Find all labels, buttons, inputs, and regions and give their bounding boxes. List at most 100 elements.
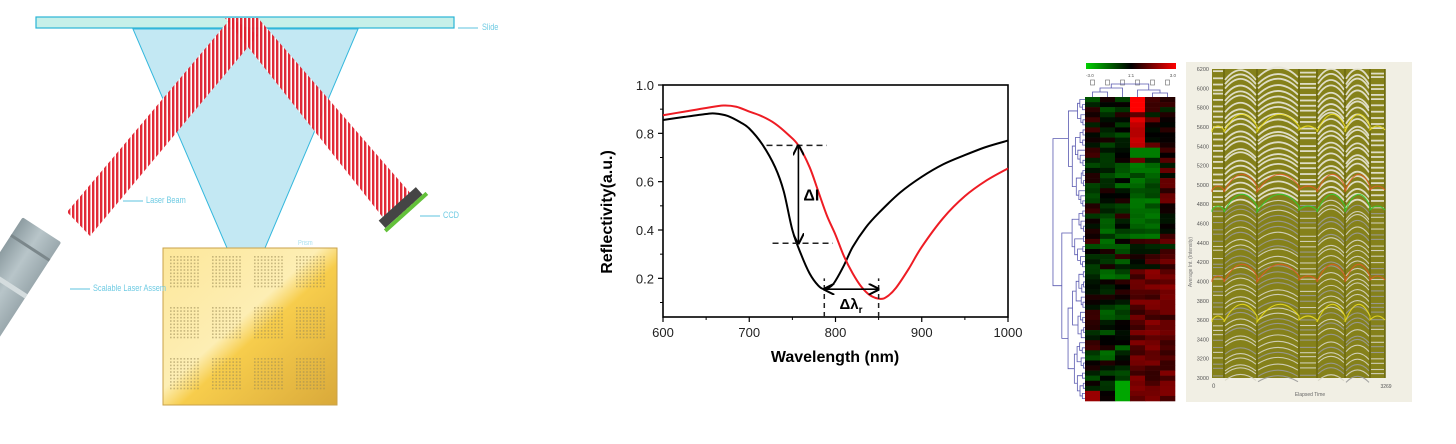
intensity-trace	[1257, 346, 1299, 355]
chip-spot-block	[212, 307, 241, 339]
intensity-trace	[1345, 260, 1370, 269]
heatmap-cell	[1130, 314, 1146, 321]
intensity-trace	[1224, 244, 1257, 254]
heatmap-cell	[1100, 375, 1116, 382]
heatmap-cell	[1160, 269, 1176, 275]
x-tick-label: 900	[911, 325, 933, 340]
intensity-trace	[1317, 72, 1345, 85]
intensity-trace	[1317, 134, 1345, 146]
heatmap-cell	[1100, 259, 1116, 265]
intensity-trace	[1257, 191, 1299, 202]
heatmap-cell	[1115, 335, 1131, 341]
heatmap-cell	[1145, 365, 1161, 371]
dendrogram-branch	[1080, 357, 1085, 366]
heatmap-cell	[1160, 223, 1176, 230]
dendrogram-branch	[1080, 311, 1085, 321]
dendrogram-branch	[1074, 238, 1084, 256]
intensity-trace	[1224, 73, 1257, 85]
heatmap-cell	[1160, 178, 1176, 184]
heatmap-cell	[1100, 314, 1116, 321]
intensity-trace	[1224, 226, 1257, 236]
heatmap-cell	[1145, 223, 1161, 230]
intensity-trace	[1224, 357, 1257, 365]
intensity-trace	[1257, 84, 1299, 96]
heatmap-cell	[1130, 304, 1146, 311]
colorbar-max-label: 3.0	[1170, 73, 1177, 78]
heatmap-cell	[1130, 127, 1146, 133]
heatmap-cell	[1130, 375, 1146, 382]
intensity-trace	[1257, 351, 1299, 360]
heatmap-cell	[1130, 233, 1146, 240]
heatmap-cell	[1115, 370, 1131, 376]
intensity-trace	[1317, 355, 1345, 363]
heatmap-cell	[1160, 218, 1176, 224]
heatmap-cell	[1100, 274, 1116, 280]
heatmap-cell	[1130, 162, 1146, 169]
dendrogram-branch	[1082, 271, 1085, 278]
heatmap-cell	[1100, 269, 1116, 275]
heatmap-cell	[1130, 218, 1146, 224]
column-dendrogram	[1092, 83, 1168, 97]
heatmap-cell	[1130, 365, 1146, 371]
heatmap-cell	[1160, 198, 1176, 204]
intensity-trace	[1317, 97, 1345, 108]
heatmap-cell	[1145, 340, 1161, 346]
dendrogram-branch	[1082, 210, 1085, 217]
reflectivity-chart: 600 700 800 900 1000 0.2 0.4 0.6 0.8 1.0 ΔI Δλr Wa…	[590, 60, 1030, 380]
heatmap-cell	[1160, 132, 1176, 138]
intensity-trace	[1317, 152, 1345, 163]
intensity-trace	[1224, 140, 1257, 151]
heatmap-cell	[1115, 157, 1131, 164]
intensity-trace	[1345, 97, 1370, 109]
colorbar-mid-label: 1:1	[1128, 73, 1135, 78]
heatmap-cell	[1115, 137, 1131, 143]
heatmap-cell	[1130, 284, 1146, 290]
intensity-trace	[1345, 232, 1370, 242]
heatmap-cell	[1085, 304, 1101, 311]
intensity-trace	[1345, 282, 1370, 291]
heatmap-cell	[1100, 188, 1116, 194]
intensity-trace	[1224, 307, 1257, 316]
laser-beam-reflected	[225, 18, 418, 224]
intensity-trace	[1317, 186, 1345, 196]
heatmap-cell	[1085, 132, 1101, 138]
trace-y-tick-label: 4000	[1197, 279, 1209, 285]
heatmap-cell	[1160, 228, 1176, 235]
x-tick-label: 1000	[994, 325, 1023, 340]
intensity-trace	[1257, 248, 1299, 257]
heatmap-cell	[1130, 132, 1146, 138]
intensity-trace	[1345, 244, 1370, 254]
intensity-trace	[1345, 255, 1370, 265]
intensity-trace	[1224, 300, 1257, 309]
intensity-trace	[1317, 165, 1345, 176]
heatmap-cell	[1145, 132, 1161, 138]
heatmap-cell	[1085, 314, 1101, 321]
intensity-trace	[1317, 221, 1345, 230]
heatmap-cell	[1100, 223, 1116, 230]
column-header-glyph	[1105, 79, 1110, 86]
heatmap-cell	[1130, 249, 1146, 255]
intensity-trace	[1224, 164, 1257, 175]
intensity-trace	[1345, 175, 1370, 186]
intensity-trace	[1317, 306, 1345, 315]
heatmap-cell	[1160, 360, 1176, 366]
heatmap-cell	[1160, 385, 1176, 392]
heatmap-cell	[1160, 350, 1176, 356]
heatmap-cell	[1160, 264, 1176, 270]
heatmap-cell	[1145, 127, 1161, 133]
heatmap-cell	[1085, 142, 1101, 148]
heatmap-cell	[1145, 213, 1161, 219]
heatmap-cell	[1160, 284, 1176, 290]
ccd-detector	[378, 187, 429, 233]
heatmap-cell	[1130, 269, 1146, 275]
intensity-trace	[1224, 130, 1257, 142]
heatmap-cell	[1085, 325, 1101, 331]
dendrogram-branch	[1080, 195, 1085, 204]
dendrogram-branch	[1083, 362, 1085, 369]
trace-x-axis-label: Elapsed Time	[1295, 392, 1326, 398]
heatmap-cell	[1130, 157, 1146, 164]
dendrogram-branch	[1082, 372, 1085, 379]
heatmap-cell	[1145, 193, 1161, 199]
heatmap-cell	[1145, 147, 1161, 154]
heatmap-cell	[1085, 330, 1101, 336]
